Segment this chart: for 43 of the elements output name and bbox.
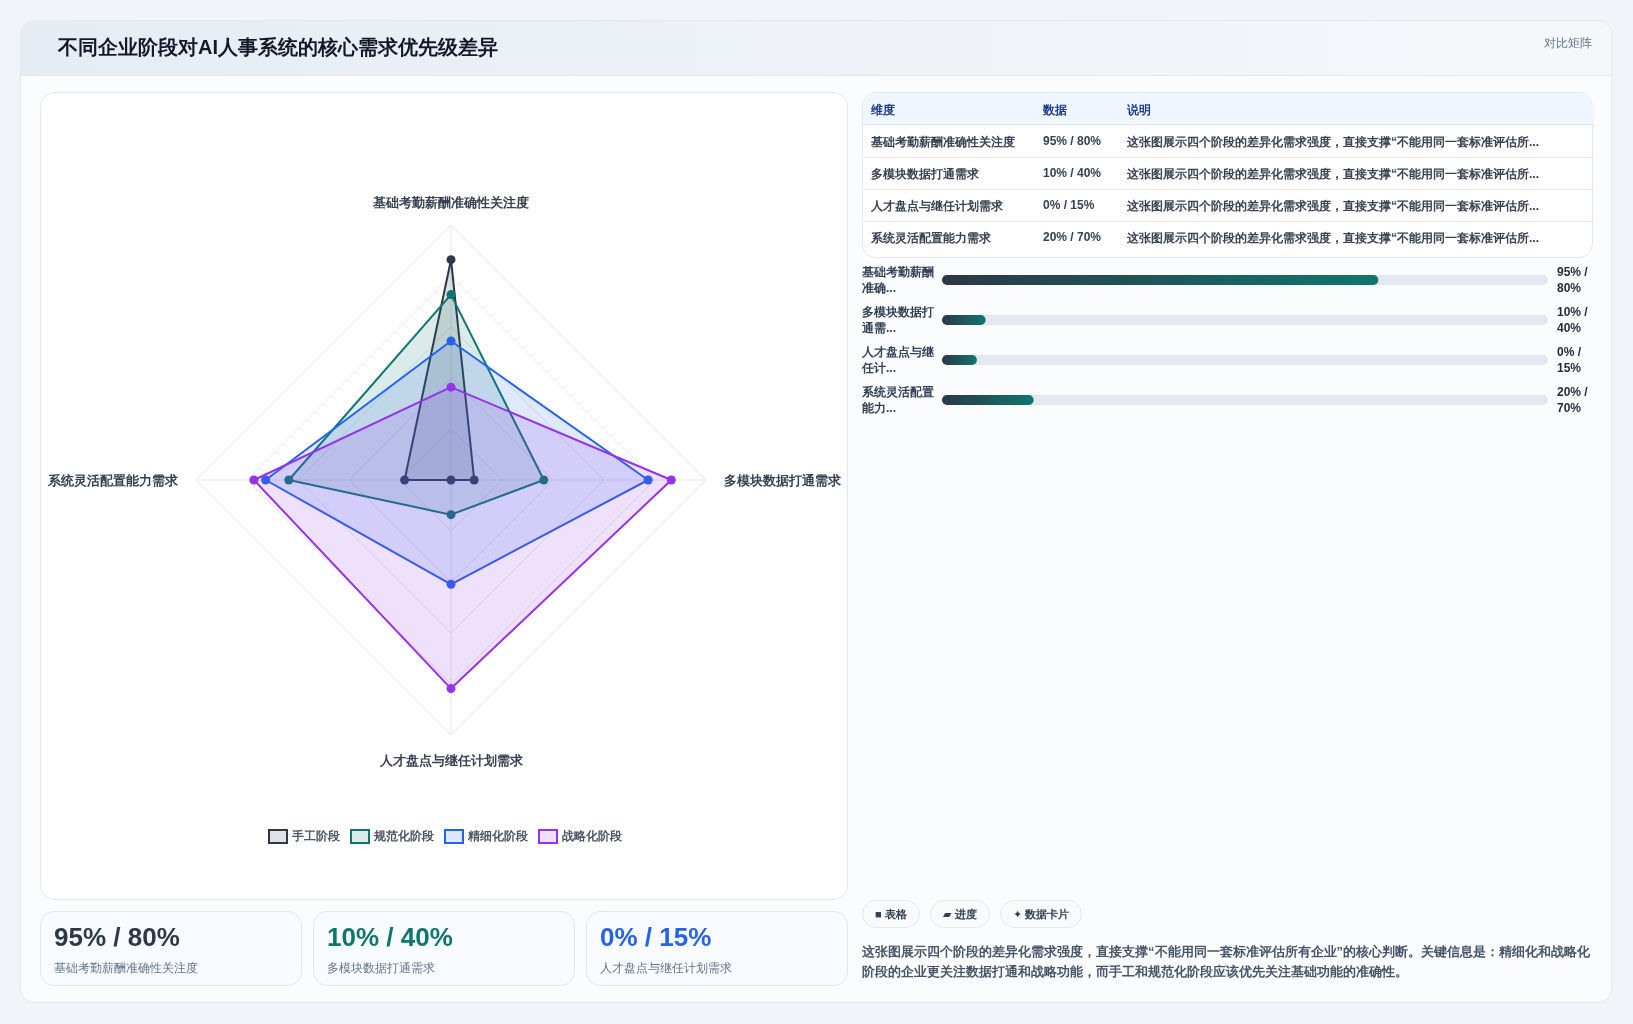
- text: 这张图展示四个阶段的差异化需求强度，直接支撑“不能用同一套标准评估所...: [1127, 230, 1540, 247]
- y-tick-label: 基础考勤薪酬准确...: [862, 264, 934, 296]
- text: ✦ 数据卡片: [1000, 900, 1083, 928]
- text: 人才盘点与继任计划需求: [600, 960, 732, 977]
- spoke-label: 人才盘点与继任计划需求: [378, 753, 524, 768]
- text: 0% / 15%: [600, 922, 712, 953]
- text: 95% / 80%: [1557, 264, 1589, 296]
- legend-label: 战略化阶段: [562, 828, 622, 845]
- text: 这张图展示四个阶段的差异化需求强度，直接支撑“不能用同一套标准评估所...: [1127, 134, 1540, 151]
- text: 10% / 40%: [1043, 166, 1102, 180]
- text: 数据: [1043, 102, 1067, 119]
- text: 0% / 15%: [1043, 198, 1095, 212]
- text: 这张图展示四个阶段的差异化需求强度，直接支撑“不能用同一套标准评估所有企业”的核心判断。关键信息是：精细化和战略化阶段的企业更关注数据打通和战略功能，而手工和规范化阶段应该优先关注基础功能的准确性。: [862, 943, 1591, 981]
- spoke-label: 多模块数据打通需求: [724, 473, 842, 488]
- text: 0% / 15%: [1557, 344, 1583, 376]
- text: 这张图展示四个阶段的差异化需求强度，直接支撑“不能用同一套标准评估所...: [1127, 166, 1540, 183]
- text: 基础考勤薪酬准确性关注度: [54, 960, 198, 977]
- text: 说明: [1127, 102, 1151, 119]
- legend-label: 手工阶段: [292, 828, 340, 845]
- legend-label: 精细化阶段: [468, 828, 528, 845]
- y-tick-label: 多模块数据打通需...: [862, 304, 934, 336]
- text: 不同企业阶段对AI人事系统的核心需求优先级差异: [58, 35, 498, 60]
- text: 基础考勤薪酬准确性关注度: [871, 134, 1015, 151]
- text: 95% / 80%: [54, 922, 180, 953]
- y-tick-label: 系统灵活配置能力...: [862, 384, 934, 416]
- legend-label: 规范化阶段: [374, 828, 434, 845]
- y-tick-label: 人才盘点与继任计...: [862, 344, 934, 376]
- spoke-label: 基础考勤薪酬准确性关注度: [372, 195, 529, 210]
- text: 这张图展示四个阶段的差异化需求强度，直接支撑“不能用同一套标准评估所...: [1127, 198, 1540, 215]
- text: 对比矩阵: [1544, 35, 1592, 52]
- text: 95% / 80%: [1043, 134, 1102, 148]
- text: ■ 表格: [862, 900, 920, 928]
- text: 人才盘点与继任计划需求: [871, 198, 1003, 215]
- text: 多模块数据打通需求: [327, 960, 435, 977]
- text: ▰ 进度: [930, 900, 990, 928]
- spoke-label: 系统灵活配置能力需求: [47, 473, 179, 488]
- text: 20% / 70%: [1557, 384, 1589, 416]
- text: 多模块数据打通需求: [871, 166, 979, 183]
- text: 10% / 40%: [1557, 304, 1589, 336]
- text: 维度: [871, 102, 895, 119]
- text: 系统灵活配置能力需求: [871, 230, 991, 247]
- text: 20% / 70%: [1043, 230, 1102, 244]
- text: 10% / 40%: [327, 922, 453, 953]
